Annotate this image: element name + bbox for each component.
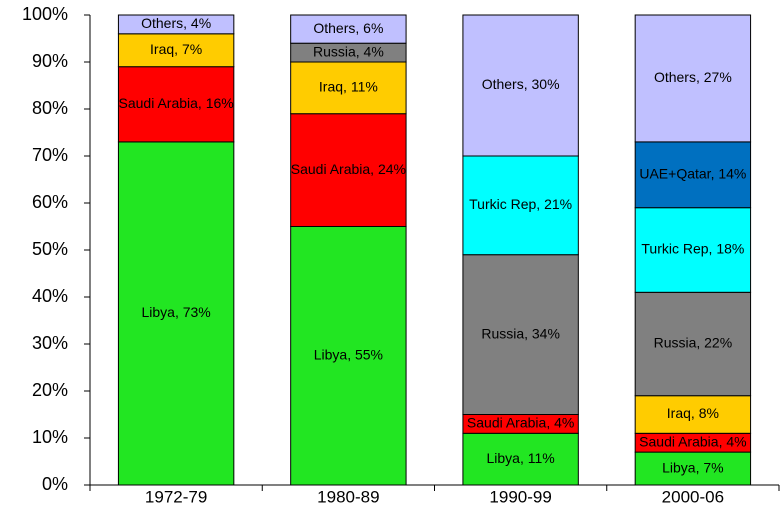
bar-segment [117,33,235,68]
y-tick-label: 80% [32,98,68,118]
x-tick-label: 2000-06 [662,487,724,506]
bar-segment [290,113,407,227]
bar-segment [634,451,752,486]
y-tick-label: 30% [32,333,68,353]
data-label: Russia, 22% [654,335,733,351]
y-tick-label: 70% [32,145,68,165]
bar-segment [462,254,579,415]
y-tick-label: 40% [32,286,68,306]
data-label: Others, 4% [141,15,211,31]
data-label: Iraq, 8% [667,405,719,421]
data-label: Russia, 4% [313,43,384,59]
data-label: Libya, 7% [662,459,723,475]
y-tick-label: 90% [32,51,68,71]
bar-segment [117,66,235,143]
data-label: Turkic Rep, 21% [469,196,572,212]
data-label: Libya, 11% [487,450,555,466]
data-label: Libya, 55% [314,346,383,362]
y-tick-label: 100% [22,4,68,24]
bar-segment [634,395,752,434]
data-label: Saudi Arabia, 4% [639,433,746,449]
data-label: Iraq, 7% [150,41,202,57]
bar-segment [290,226,407,486]
bar-segment [634,291,752,397]
data-label: Iraq, 11% [319,79,378,95]
y-tick-label: 10% [32,427,68,447]
y-tick-label: 50% [32,239,68,259]
bar-segment [117,141,235,486]
data-label: Russia, 34% [481,325,560,341]
y-tick-label: 0% [42,474,68,494]
data-label: Others, 30% [482,76,560,92]
data-label: Saudi Arabia, 4% [467,415,574,431]
y-tick-label: 60% [32,192,68,212]
data-label: Turkic Rep, 18% [641,241,744,257]
bar-segment [462,432,579,486]
bar-segment [634,14,752,143]
bar-segment [290,14,407,44]
data-label: Saudi Arabia, 24% [291,161,406,177]
data-label: Saudi Arabia, 16% [119,95,234,111]
data-label: Libya, 73% [141,304,210,320]
x-tick-label: 1980-89 [317,487,379,506]
data-label: Others, 6% [313,20,383,36]
data-label: Others, 27% [654,69,732,85]
x-tick-label: 1990-99 [489,487,551,506]
bar-segment [462,155,579,256]
bar-segment [290,61,407,115]
y-tick-label: 20% [32,380,68,400]
bar-segment [117,14,235,35]
x-tick-label: 1972-79 [145,487,207,506]
bar-segment [462,14,579,157]
data-label: UAE+Qatar, 14% [639,166,746,182]
